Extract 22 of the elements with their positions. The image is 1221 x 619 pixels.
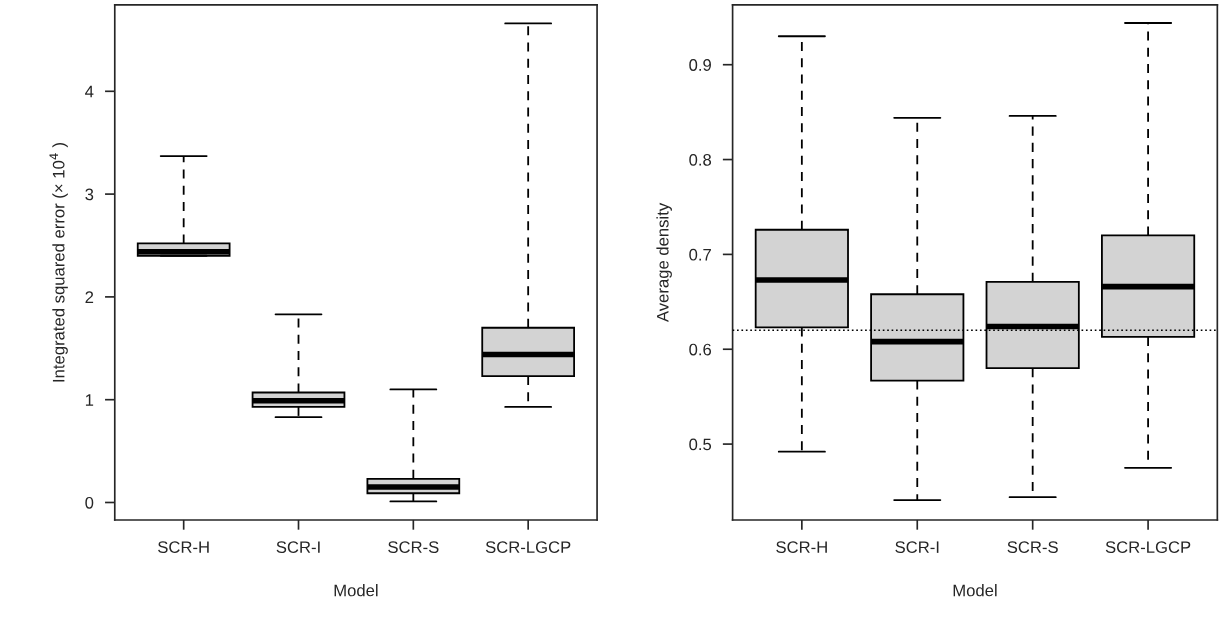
x-tick-label: SCR-LGCP <box>485 541 571 554</box>
x-axis-title: Model <box>953 584 997 597</box>
y-tick-label: 0.7 <box>689 248 711 261</box>
x-tick-label: SCR-I <box>895 541 939 554</box>
y-tick-label: 2 <box>85 291 94 303</box>
x-axis-title: Model <box>334 584 378 597</box>
x-tick-label: SCR-I <box>276 541 320 554</box>
y-tick-label: 0.5 <box>689 438 712 451</box>
y-tick-label: 3 <box>85 188 94 201</box>
y-tick-label: 4 <box>85 85 94 98</box>
y-tick-label: 0.9 <box>689 59 711 71</box>
y-axis-title: Integrated squared error (× 10$^{4}$ ) <box>49 143 68 382</box>
x-tick-label: SCR-S <box>388 541 439 554</box>
y-tick-label: 0.8 <box>689 153 712 166</box>
x-tick-label: SCR-LGCP <box>1105 541 1191 554</box>
y-tick-label: 0.6 <box>689 343 712 356</box>
x-tick-label: SCR-H <box>158 541 209 554</box>
y-axis-title: Average density <box>656 202 672 323</box>
x-tick-label: SCR-H <box>776 541 827 554</box>
x-tick-label: SCR-S <box>1007 541 1058 554</box>
y-tick-label: 1 <box>85 394 94 406</box>
y-tick-label: 0 <box>85 496 94 509</box>
